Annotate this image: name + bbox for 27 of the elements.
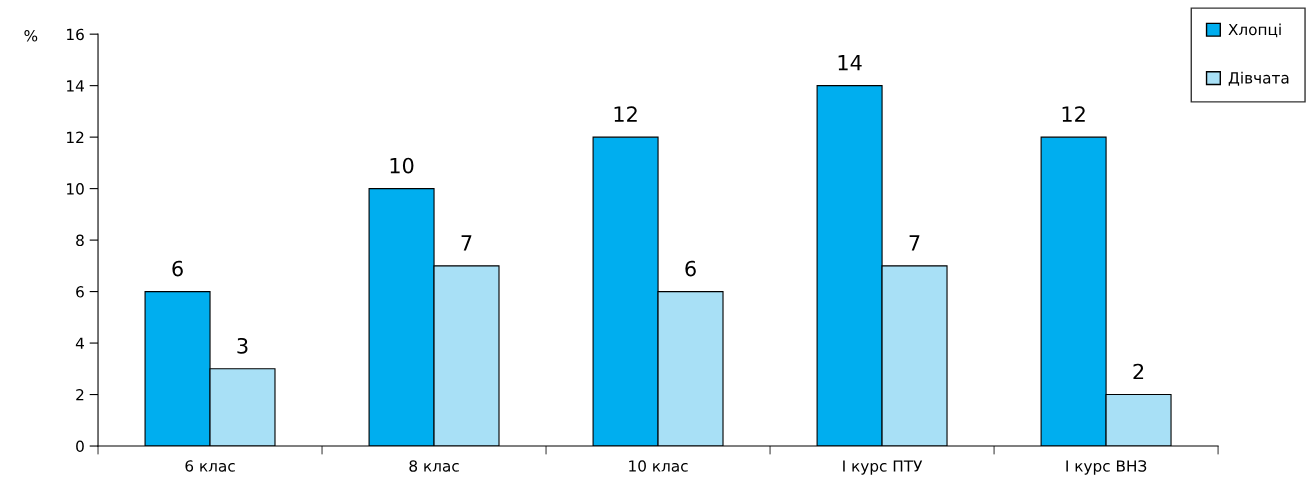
y-tick-label: 4 bbox=[75, 337, 84, 349]
x-tick-label: 10 клас bbox=[629, 460, 688, 472]
data-label: 3 bbox=[237, 337, 248, 354]
y-tick-label: 0 bbox=[76, 440, 84, 453]
x-tick-label: 8 клас bbox=[409, 460, 459, 472]
legend-label: Хлопці bbox=[1228, 23, 1281, 38]
x-tick-label: І курс ВНЗ bbox=[1066, 460, 1147, 475]
data-label: 12 bbox=[1062, 106, 1085, 122]
y-tick-label: 14 bbox=[67, 80, 84, 92]
y-tick-label: 6 bbox=[76, 286, 84, 298]
data-label: 6 bbox=[172, 260, 183, 277]
data-label: 12 bbox=[614, 106, 637, 122]
legend-label: Дівчата bbox=[1228, 71, 1289, 86]
x-tick-label: 6 клас bbox=[185, 460, 235, 472]
y-axis-title: % bbox=[24, 29, 38, 42]
data-label: 7 bbox=[461, 235, 472, 251]
data-label: 2 bbox=[1133, 363, 1144, 380]
y-tick-label: 10 bbox=[67, 183, 84, 195]
data-label: 6 bbox=[685, 260, 696, 277]
data-label: 10 bbox=[390, 157, 414, 174]
data-label: 14 bbox=[838, 55, 862, 71]
y-tick-label: 12 bbox=[67, 131, 84, 143]
y-tick-label: 16 bbox=[67, 28, 84, 41]
y-tick-label: 2 bbox=[76, 389, 84, 401]
x-tick-label: І курс ПТУ bbox=[843, 460, 923, 475]
y-tick-label: 8 bbox=[76, 234, 84, 247]
data-label: 7 bbox=[909, 235, 920, 251]
